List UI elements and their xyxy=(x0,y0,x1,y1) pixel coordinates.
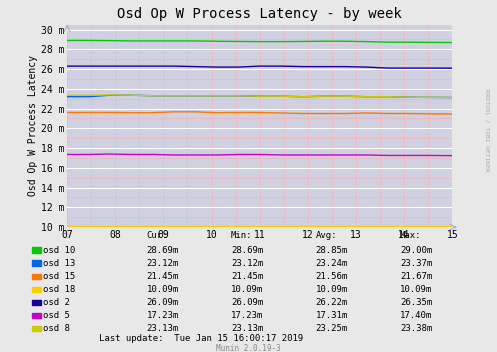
Text: 23.38m: 23.38m xyxy=(400,324,432,333)
Text: 23.13m: 23.13m xyxy=(147,324,179,333)
Text: 10.09m: 10.09m xyxy=(231,285,263,294)
Text: 23.12m: 23.12m xyxy=(231,259,263,268)
Text: Cur:: Cur: xyxy=(147,231,168,240)
Text: Munin 2.0.19-3: Munin 2.0.19-3 xyxy=(216,344,281,352)
Title: Osd Op W Process Latency - by week: Osd Op W Process Latency - by week xyxy=(117,7,402,21)
Text: 17.40m: 17.40m xyxy=(400,311,432,320)
Text: 26.22m: 26.22m xyxy=(316,298,348,307)
Text: osd 8: osd 8 xyxy=(43,324,70,333)
Text: 10.09m: 10.09m xyxy=(400,285,432,294)
Text: 21.45m: 21.45m xyxy=(147,272,179,281)
Text: 17.23m: 17.23m xyxy=(147,311,179,320)
Text: osd 10: osd 10 xyxy=(43,246,76,255)
Text: 23.25m: 23.25m xyxy=(316,324,348,333)
Text: Avg:: Avg: xyxy=(316,231,337,240)
Text: 28.69m: 28.69m xyxy=(231,246,263,255)
Text: 23.24m: 23.24m xyxy=(316,259,348,268)
Text: 21.56m: 21.56m xyxy=(316,272,348,281)
Text: 10.09m: 10.09m xyxy=(316,285,348,294)
Text: 17.31m: 17.31m xyxy=(316,311,348,320)
Text: Max:: Max: xyxy=(400,231,421,240)
Text: 10.09m: 10.09m xyxy=(147,285,179,294)
Text: 26.35m: 26.35m xyxy=(400,298,432,307)
Text: osd 2: osd 2 xyxy=(43,298,70,307)
Text: osd 15: osd 15 xyxy=(43,272,76,281)
Text: 28.69m: 28.69m xyxy=(147,246,179,255)
Text: 23.13m: 23.13m xyxy=(231,324,263,333)
Text: 26.09m: 26.09m xyxy=(231,298,263,307)
Text: osd 13: osd 13 xyxy=(43,259,76,268)
Text: 21.67m: 21.67m xyxy=(400,272,432,281)
Text: 23.12m: 23.12m xyxy=(147,259,179,268)
Y-axis label: Osd Op W Process Latency: Osd Op W Process Latency xyxy=(28,55,38,196)
Text: Min:: Min: xyxy=(231,231,252,240)
Text: 17.23m: 17.23m xyxy=(231,311,263,320)
Text: osd 18: osd 18 xyxy=(43,285,76,294)
Text: 21.45m: 21.45m xyxy=(231,272,263,281)
Text: 23.37m: 23.37m xyxy=(400,259,432,268)
Text: 29.00m: 29.00m xyxy=(400,246,432,255)
Text: RRDTOOL / TOBI OETIKER: RRDTOOL / TOBI OETIKER xyxy=(485,89,490,171)
Text: osd 5: osd 5 xyxy=(43,311,70,320)
Text: 28.85m: 28.85m xyxy=(316,246,348,255)
Text: 26.09m: 26.09m xyxy=(147,298,179,307)
Text: Last update:  Tue Jan 15 16:00:17 2019: Last update: Tue Jan 15 16:00:17 2019 xyxy=(99,334,303,343)
